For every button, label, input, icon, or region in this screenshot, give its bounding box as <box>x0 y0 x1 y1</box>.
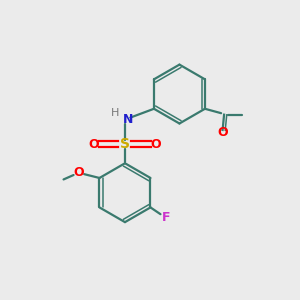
Text: S: S <box>120 137 130 151</box>
Text: O: O <box>217 126 228 139</box>
Text: H: H <box>110 108 119 118</box>
Text: O: O <box>151 138 161 151</box>
Text: O: O <box>89 138 99 151</box>
Text: F: F <box>161 211 170 224</box>
Text: O: O <box>73 166 84 179</box>
Text: N: N <box>123 112 133 126</box>
